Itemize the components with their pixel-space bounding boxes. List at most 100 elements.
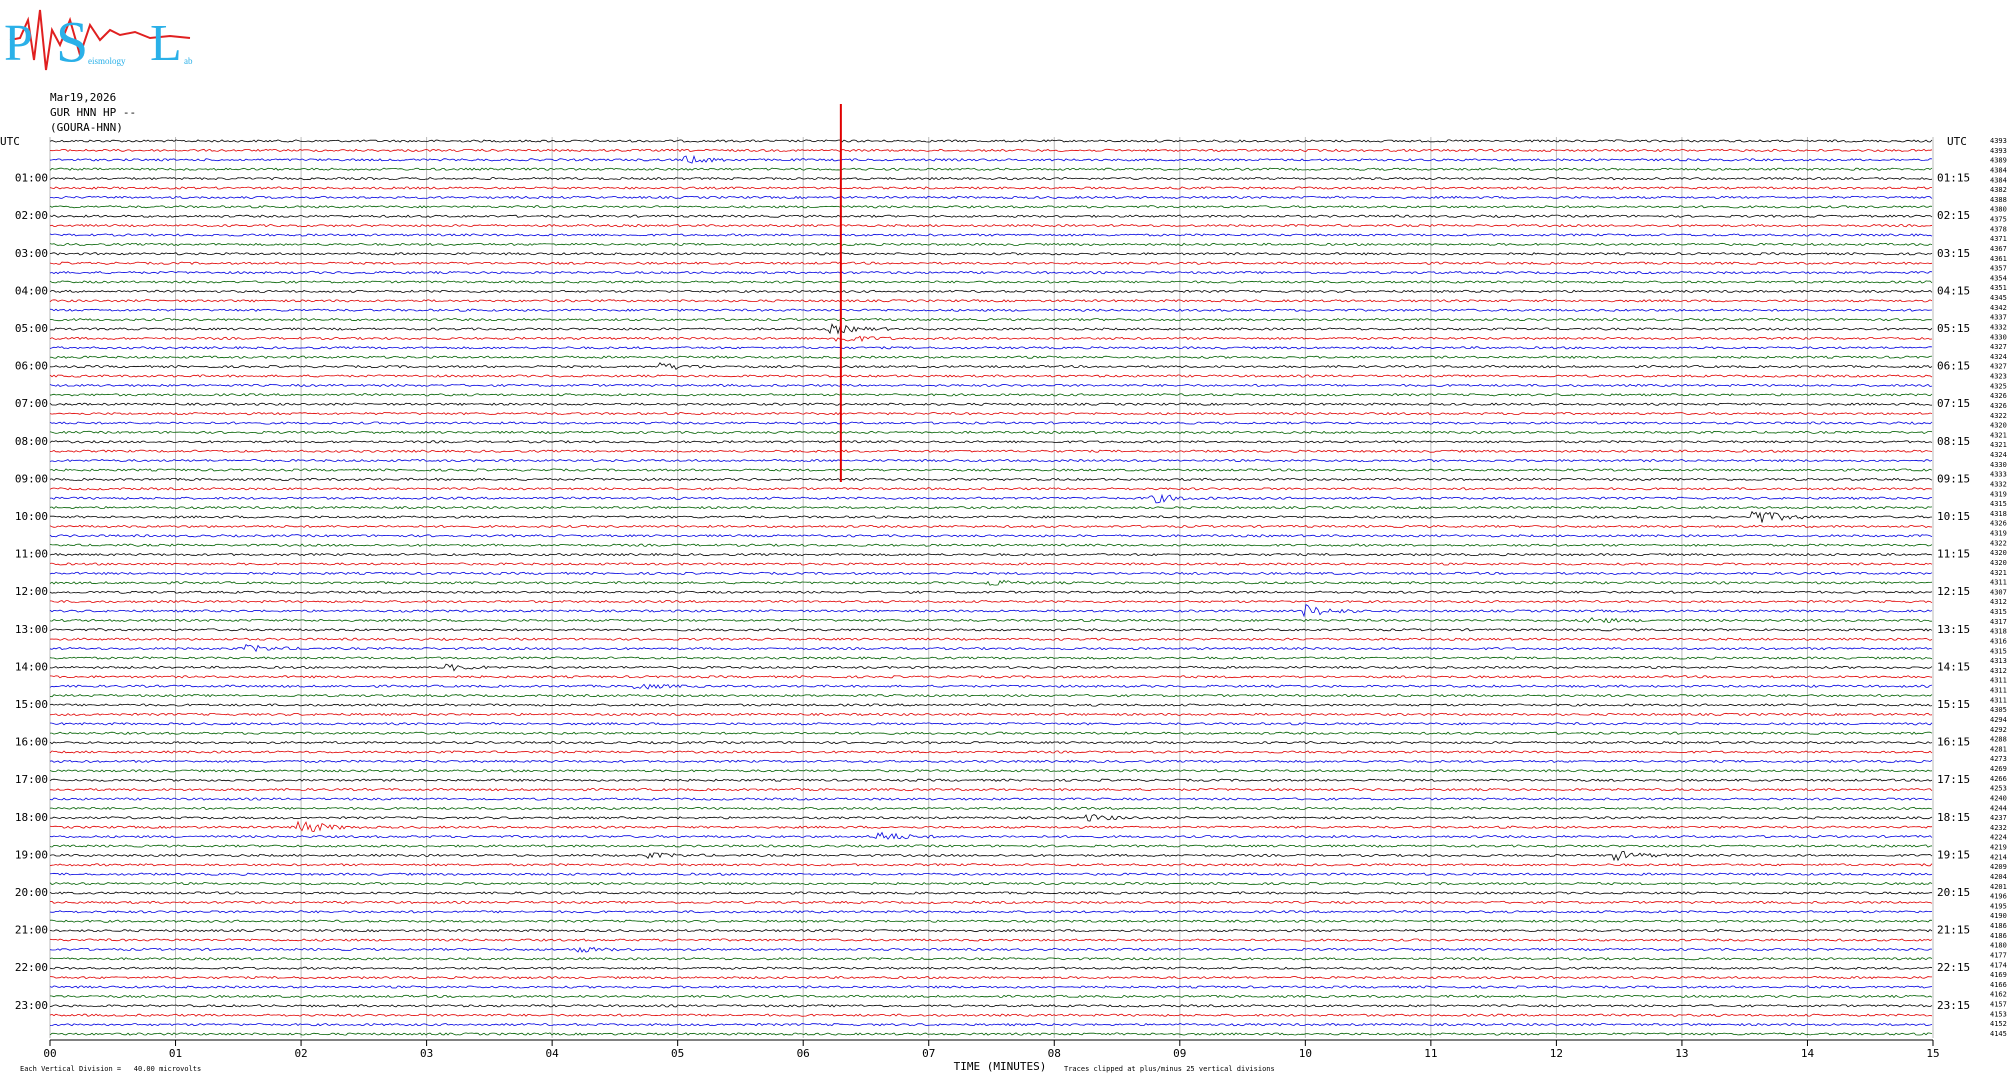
hour-label: 01:00 xyxy=(15,172,48,185)
row-count: 4393 xyxy=(1990,147,2007,155)
row-count: 4311 xyxy=(1990,579,2007,587)
row-count: 4315 xyxy=(1990,647,2007,655)
row-count: 4169 xyxy=(1990,971,2007,979)
row-count: 4288 xyxy=(1990,736,2007,744)
trace xyxy=(49,797,1933,801)
trace xyxy=(49,323,1933,335)
trace xyxy=(49,820,1933,832)
row-count: 4321 xyxy=(1990,431,2007,439)
row-count: 4325 xyxy=(1990,382,2007,390)
row-count: 4186 xyxy=(1990,922,2007,930)
trace xyxy=(49,863,1933,867)
trace xyxy=(49,881,1933,886)
trace xyxy=(49,1022,1933,1027)
trace xyxy=(49,430,1933,435)
trace xyxy=(49,355,1933,359)
logo-wave xyxy=(9,9,191,71)
trace xyxy=(49,317,1933,322)
hour-label: 06:00 xyxy=(15,360,48,373)
hour-label: 17:00 xyxy=(15,773,48,786)
row-count: 4332 xyxy=(1990,480,2007,488)
row-count: 4196 xyxy=(1990,893,2007,901)
row-count: 4294 xyxy=(1990,716,2007,724)
row-count: 4204 xyxy=(1990,873,2007,881)
trace xyxy=(49,270,1933,275)
station: GUR HNN HP -- xyxy=(50,106,136,119)
trace xyxy=(49,552,1933,557)
row-count: 4324 xyxy=(1990,451,2007,459)
row-count: 4326 xyxy=(1990,520,2007,528)
trace xyxy=(49,383,1933,388)
row-count: 4319 xyxy=(1990,530,2007,538)
hour-label: 19:00 xyxy=(15,848,48,861)
row-count: 4322 xyxy=(1990,412,2007,420)
trace xyxy=(49,769,1933,773)
trace xyxy=(49,579,1933,586)
hour-label: 18:15 xyxy=(1937,811,1970,824)
x-tick-label: 03 xyxy=(420,1047,433,1060)
hour-label: 02:00 xyxy=(15,209,48,222)
x-tick-label: 09 xyxy=(1173,1047,1186,1060)
trace xyxy=(49,985,1933,989)
trace xyxy=(49,1032,1933,1036)
x-tick-label: 01 xyxy=(169,1047,182,1060)
row-count: 4145 xyxy=(1990,1030,2007,1038)
trace xyxy=(49,663,1933,672)
row-count: 4380 xyxy=(1990,206,2007,214)
trace xyxy=(49,374,1933,378)
trace xyxy=(49,740,1933,745)
trace xyxy=(49,778,1933,782)
trace xyxy=(49,656,1933,660)
row-count: 4311 xyxy=(1990,677,2007,685)
hour-label: 12:00 xyxy=(15,585,48,598)
hour-label: 21:00 xyxy=(15,924,48,937)
row-count: 4322 xyxy=(1990,539,2007,547)
row-count: 4315 xyxy=(1990,500,2007,508)
trace xyxy=(49,487,1933,491)
trace xyxy=(50,493,1933,504)
trace xyxy=(49,844,1933,848)
hour-label: 14:15 xyxy=(1937,660,1970,673)
logo: P S L eismology ab xyxy=(4,9,193,74)
station-name: (GOURA-HNN) xyxy=(50,121,123,134)
trace xyxy=(49,590,1933,594)
x-tick-label: 07 xyxy=(922,1047,935,1060)
trace xyxy=(49,412,1933,416)
row-count: 4266 xyxy=(1990,775,2007,783)
trace xyxy=(49,214,1933,218)
trace xyxy=(49,900,1933,905)
trace xyxy=(49,459,1933,463)
row-count: 4312 xyxy=(1990,598,2007,606)
trace xyxy=(49,628,1933,632)
row-count: 4318 xyxy=(1990,510,2007,518)
trace xyxy=(49,205,1933,209)
hour-label: 12:15 xyxy=(1937,585,1970,598)
row-count: 4180 xyxy=(1990,942,2007,950)
x-tick-label: 10 xyxy=(1299,1047,1312,1060)
x-axis-title: TIME (MINUTES) xyxy=(954,1060,1047,1073)
trace xyxy=(49,814,1933,822)
trace xyxy=(49,617,1932,624)
trace xyxy=(49,308,1933,312)
trace xyxy=(49,155,1933,164)
trace xyxy=(49,693,1933,698)
row-count: 4232 xyxy=(1990,824,2007,832)
trace xyxy=(49,524,1933,529)
trace xyxy=(49,946,1933,953)
right-axis-title: UTC xyxy=(1947,135,1967,148)
row-count: 4292 xyxy=(1990,726,2007,734)
row-count: 4186 xyxy=(1990,932,2007,940)
trace xyxy=(49,510,1933,523)
trace xyxy=(49,966,1933,970)
row-count: 4214 xyxy=(1990,853,2007,861)
trace xyxy=(49,421,1933,425)
row-count: 4209 xyxy=(1990,863,2007,871)
row-count: 4318 xyxy=(1990,628,2007,636)
trace xyxy=(49,346,1933,350)
row-count: 4333 xyxy=(1990,471,2007,479)
row-count: 4367 xyxy=(1990,245,2007,253)
x-tick-label: 05 xyxy=(671,1047,684,1060)
trace xyxy=(49,928,1933,933)
row-count: 4177 xyxy=(1990,951,2007,959)
row-count: 4361 xyxy=(1990,255,2007,263)
